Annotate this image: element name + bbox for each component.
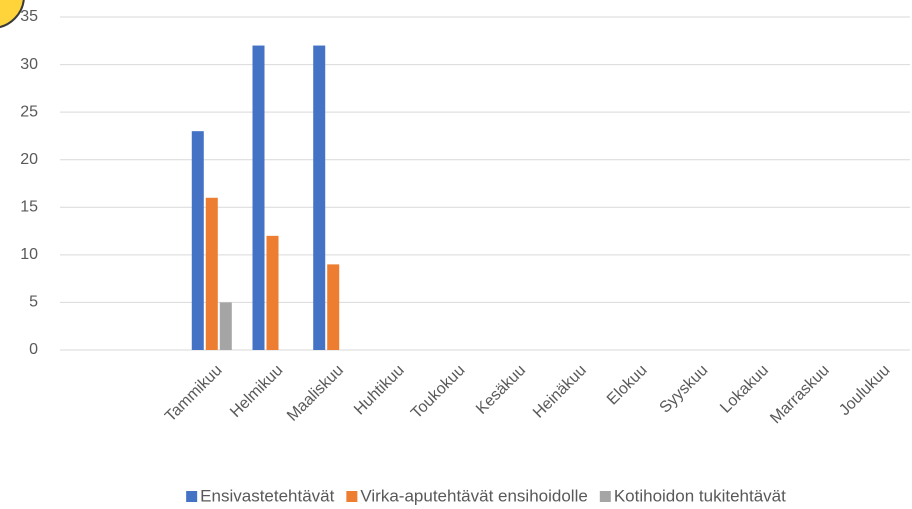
decoration-circle [0,0,25,29]
legend-label: Virka-aputehtävät ensihoidolle [360,486,587,505]
x-tick-label: Kesäkuu [473,362,529,418]
x-tick-label: Heinäkuu [530,362,590,422]
bar [327,264,340,350]
legend-label: Kotihoidon tukitehtävät [614,486,786,505]
legend-swatch [346,491,358,502]
y-tick-label: 35 [20,8,38,25]
y-tick-label: 0 [29,341,38,358]
bar [313,45,326,351]
x-tick-label: Syyskuu [657,362,712,417]
x-tick-label: Toukokuu [408,362,468,422]
legend-swatch [599,491,611,502]
x-tick-label: Marraskuu [767,362,832,427]
bar [266,235,279,350]
x-tick-label: Tammikuu [162,362,226,426]
x-tick-label: Joulukuu [836,362,893,419]
legend: Ensivastetehtävät Virka-aputehtävät ensih… [186,486,786,505]
bar [191,131,204,350]
bar [219,302,232,350]
x-tick-label: Lokakuu [717,362,772,417]
y-tick-label: 10 [20,246,38,263]
x-tick-label: Huhtikuu [351,362,408,419]
x-tick-label: Helmikuu [227,362,286,421]
y-tick-label: 25 [20,103,38,120]
y-tick-label: 30 [20,56,38,73]
legend-swatch [186,491,198,502]
y-tick-label: 15 [20,199,38,216]
x-tick-label: Maaliskuu [284,362,347,425]
legend-label: Ensivastetehtävät [200,486,334,505]
x-tick-label: Elokuu [604,362,651,409]
bar [205,197,218,350]
bar [252,45,265,351]
y-tick-label: 5 [29,294,38,311]
y-tick-label: 20 [20,151,38,168]
